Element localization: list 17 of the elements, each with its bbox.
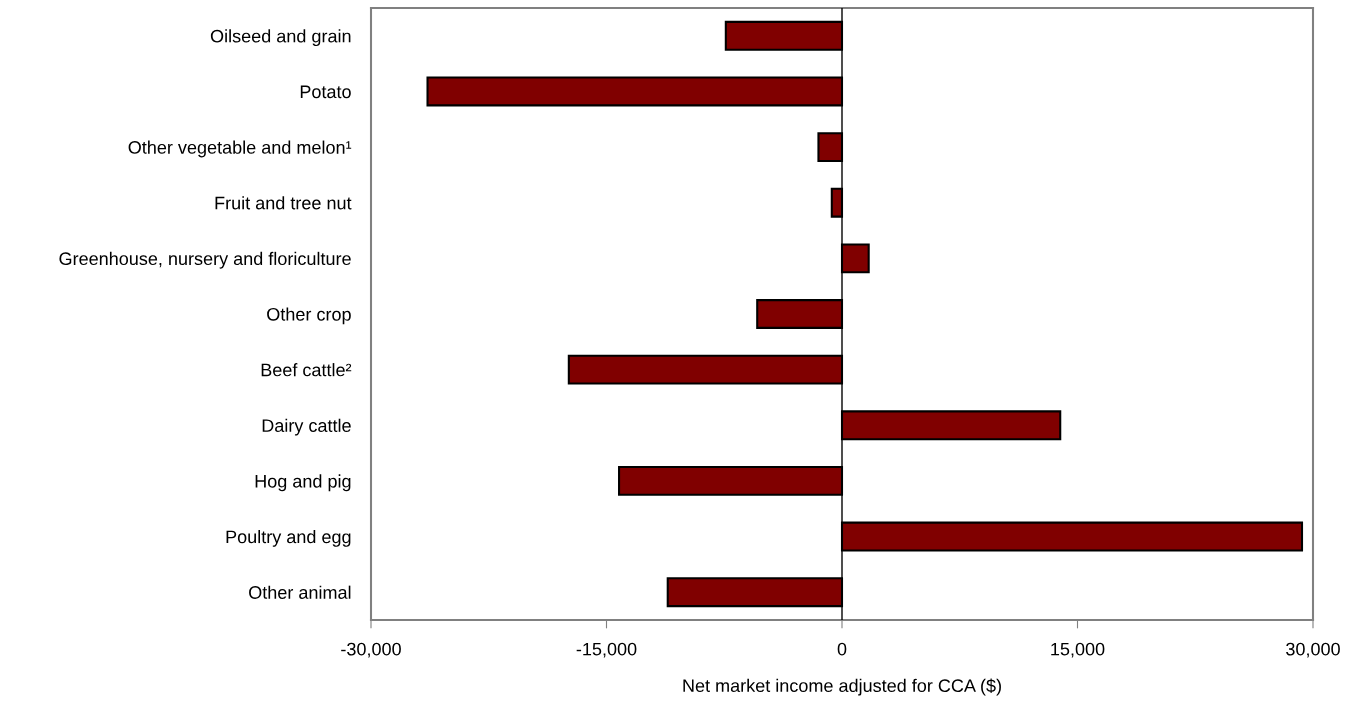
y-tick-label: Beef cattle² xyxy=(261,363,352,377)
y-tick-label: Greenhouse, nursery and floriculture xyxy=(59,251,351,269)
x-tick-label: 30,000 xyxy=(1286,642,1340,658)
y-tick-label: Other animal xyxy=(249,585,351,599)
y-tick-label: Other vegetable and melon¹ xyxy=(128,140,352,158)
x-axis-title: Net market income adjusted for CCA ($) xyxy=(683,678,1001,696)
x-tick-label: 15,000 xyxy=(1051,642,1105,658)
y-tick-label: Poultry and egg xyxy=(226,530,351,547)
x-tick-label: 0 xyxy=(837,642,847,656)
y-tick-label: Potato xyxy=(300,85,351,99)
y-tick-label: Oilseed and grain xyxy=(210,29,351,47)
y-tick-label: Fruit and tree nut xyxy=(215,196,352,210)
y-tick-label: Dairy cattle xyxy=(262,418,351,436)
x-tick-label: -30,000 xyxy=(341,642,401,658)
y-tick-label: Hog and pig xyxy=(255,474,351,492)
x-tick-label: -15,000 xyxy=(576,642,637,658)
y-tick-label: Other crop xyxy=(267,307,351,325)
